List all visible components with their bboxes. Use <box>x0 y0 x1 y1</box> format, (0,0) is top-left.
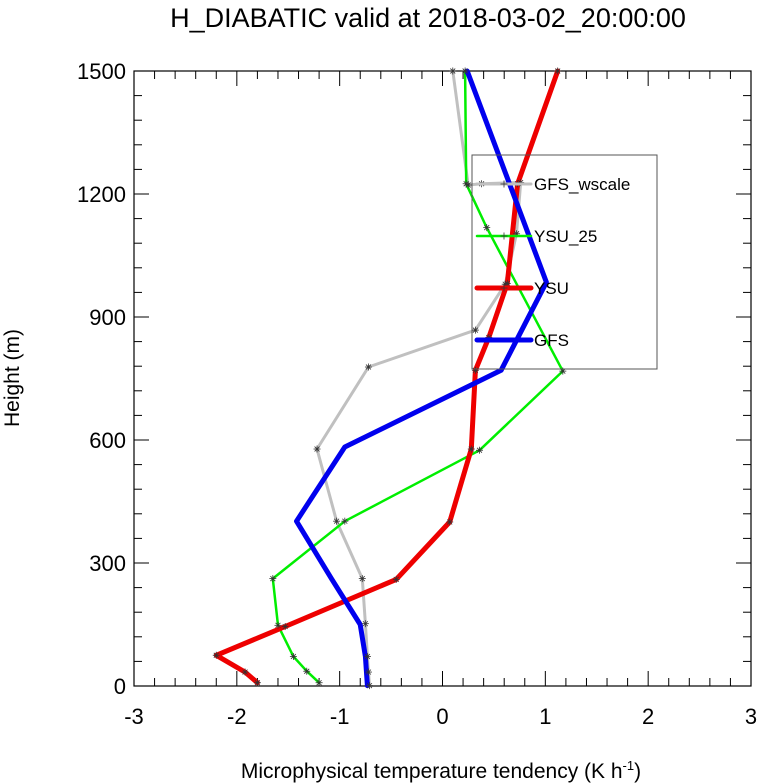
y-tick-label: 600 <box>89 428 126 453</box>
series-markers <box>212 67 567 690</box>
data-point-ysu_25 <box>274 621 282 629</box>
marker-stroke <box>554 68 561 74</box>
data-point-ysu <box>446 518 454 526</box>
marker-stroke <box>254 679 261 686</box>
series-line-ysu_25 <box>271 69 565 684</box>
data-point-ysu_25 <box>476 446 484 454</box>
y-tick-label: 1200 <box>77 182 126 207</box>
x-tick-label: 0 <box>436 704 448 729</box>
x-tick-label: -1 <box>330 704 350 729</box>
series-line-gfs <box>294 68 549 689</box>
y-tick-label: 0 <box>114 674 126 699</box>
marker-stroke <box>290 653 297 660</box>
legend-marker-ysu <box>500 284 508 292</box>
data-point-gfs_wscale <box>471 326 479 334</box>
plot-area <box>133 70 752 687</box>
marker-stroke <box>483 224 490 231</box>
data-point-gfs_wscale <box>364 668 372 676</box>
legend-box <box>471 154 658 370</box>
legend-marker-ysu_25 <box>500 232 508 240</box>
marker-stroke <box>362 620 369 627</box>
marker-stroke <box>476 447 483 453</box>
marker-stroke <box>359 575 366 582</box>
data-point-ysu_25 <box>461 67 469 75</box>
data-point-ysu <box>212 651 220 659</box>
marker-stroke <box>316 679 322 686</box>
legend-label-gfs_wscale: GFS_wscale <box>534 175 630 194</box>
series-line-ysu <box>213 68 561 686</box>
series-lines <box>213 68 565 689</box>
marker-stroke <box>364 653 371 660</box>
y-tick-label: 300 <box>89 551 126 576</box>
marker-stroke <box>304 668 310 674</box>
axis-ticks: -3 -2 -1 0 1 2 3 0 300 600 900 1200 1500 <box>77 59 757 729</box>
marker-stroke <box>333 518 340 524</box>
x-tick-label: -2 <box>227 704 247 729</box>
data-point-gfs_wscale <box>449 67 457 75</box>
data-point-ysu_25 <box>483 224 491 232</box>
legend-label-ysu: YSU <box>534 279 569 298</box>
x-tick-label: 3 <box>745 704 757 729</box>
marker-stroke <box>282 623 288 630</box>
data-point-gfs_wscale <box>363 652 371 660</box>
x-axis-label-main: Microphysical temperature tendency (K h <box>241 760 623 783</box>
data-point-gfs_wscale <box>365 682 373 690</box>
marker-stroke <box>463 181 469 187</box>
data-point-ysu <box>467 445 475 453</box>
legend-marker-gfs_wscale <box>500 180 508 188</box>
data-point-ysu_25 <box>303 667 311 675</box>
y-tick-label: 900 <box>89 305 126 330</box>
x-axis-label-superscript: -1 <box>623 758 635 773</box>
legend-label-ysu_25: YSU_25 <box>534 227 597 246</box>
data-point-ysu <box>253 679 261 687</box>
marker-stroke <box>446 519 453 525</box>
marker-stroke <box>450 68 456 74</box>
marker-stroke <box>472 327 479 333</box>
data-point-ysu <box>241 668 249 676</box>
x-axis-label: Microphysical temperature tendency (K h-… <box>241 758 641 783</box>
legend: GFS_wscale YSU_25 YSU GFS <box>471 154 658 370</box>
marker-stroke <box>365 364 372 370</box>
data-point-ysu <box>554 67 562 75</box>
x-tick-label: 2 <box>642 704 654 729</box>
data-point-ysu <box>392 575 400 583</box>
marker-stroke <box>342 518 348 524</box>
marker-stroke <box>465 182 471 188</box>
data-point-gfs_wscale <box>364 363 372 371</box>
marker-stroke <box>242 669 248 675</box>
y-tick-label: 1500 <box>77 59 126 84</box>
chart-title: H_DIABATIC valid at 2018-03-02_20:00:00 <box>170 3 686 33</box>
legend-label-gfs: GFS <box>534 331 569 350</box>
marker-stroke <box>468 446 475 452</box>
marker-stroke <box>314 446 320 452</box>
data-point-gfs_wscale <box>358 575 366 583</box>
marker-stroke <box>462 68 468 74</box>
data-point-ysu_25 <box>269 575 277 583</box>
x-axis-label-close: ) <box>634 760 641 783</box>
data-point-ysu_25 <box>341 517 349 525</box>
data-point-ysu <box>281 623 289 631</box>
marker-stroke <box>393 576 399 583</box>
data-point-gfs_wscale <box>313 445 321 453</box>
x-tick-label: 1 <box>539 704 551 729</box>
data-point-ysu_25 <box>289 652 297 660</box>
marker-stroke <box>504 280 511 287</box>
data-point-gfs_wscale <box>361 620 369 628</box>
marker-stroke <box>365 669 372 675</box>
plot-border <box>133 70 752 687</box>
marker-stroke <box>213 652 219 658</box>
x-tick-label: -3 <box>124 704 144 729</box>
data-point-gfs_wscale <box>333 517 341 525</box>
data-point-ysu_25 <box>315 679 323 687</box>
data-point-ysu_25 <box>462 180 470 188</box>
y-axis-label: Height (m) <box>1 329 24 427</box>
marker-stroke <box>270 575 276 582</box>
marker-stroke <box>366 682 373 689</box>
marker-stroke <box>275 622 281 629</box>
